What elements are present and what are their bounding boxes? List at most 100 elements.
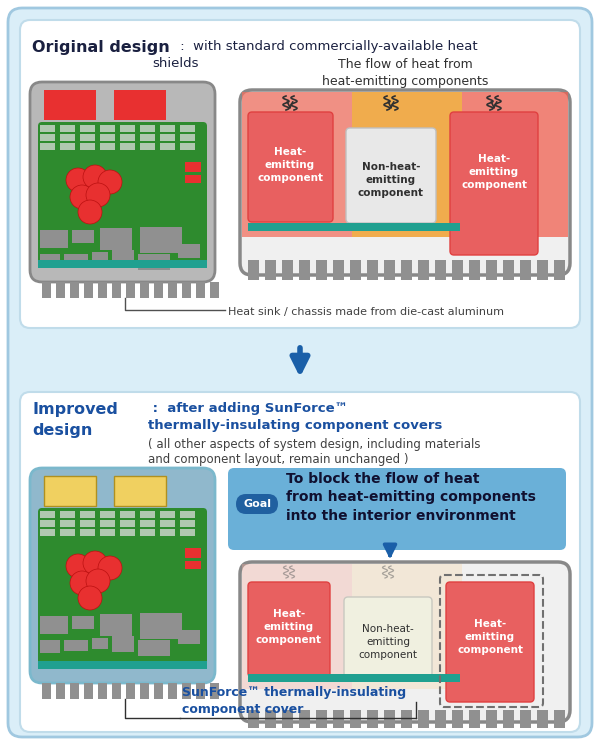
FancyBboxPatch shape [248, 112, 333, 222]
Bar [114, 476, 166, 506]
Text: :  after adding SunForce™: : after adding SunForce™ [148, 402, 348, 415]
Bar [486, 260, 497, 280]
Bar [100, 228, 132, 250]
Bar [554, 260, 565, 280]
Bar [185, 561, 201, 569]
Bar [140, 511, 155, 518]
Bar [114, 90, 166, 120]
FancyBboxPatch shape [30, 468, 215, 683]
Circle shape [70, 185, 94, 209]
Bar [384, 260, 395, 280]
Bar [44, 90, 96, 120]
Bar [40, 125, 55, 132]
Bar [138, 254, 170, 270]
Circle shape [86, 183, 110, 207]
Bar [60, 520, 75, 527]
Bar [180, 143, 195, 150]
Bar [452, 710, 463, 728]
Bar [160, 511, 175, 518]
Bar [401, 260, 412, 280]
Bar [80, 125, 95, 132]
Bar [120, 520, 135, 527]
Bar [160, 143, 175, 150]
Bar [367, 260, 378, 280]
Bar [40, 254, 60, 267]
Bar [100, 511, 115, 518]
FancyBboxPatch shape [30, 82, 215, 282]
FancyBboxPatch shape [236, 494, 278, 514]
Circle shape [98, 556, 122, 580]
FancyBboxPatch shape [38, 508, 207, 668]
Text: Heat-
emitting
component: Heat- emitting component [256, 609, 322, 645]
Bar [70, 683, 79, 699]
Bar [180, 511, 195, 518]
Text: :  with standard commercially-available heat: : with standard commercially-available h… [176, 40, 478, 53]
Circle shape [86, 569, 110, 593]
Bar [126, 282, 135, 298]
Bar [112, 250, 134, 266]
Bar [160, 520, 175, 527]
Bar [537, 260, 548, 280]
Bar [64, 254, 88, 265]
FancyBboxPatch shape [450, 112, 538, 255]
Bar [140, 125, 155, 132]
FancyBboxPatch shape [240, 562, 570, 722]
Bar [160, 134, 175, 141]
FancyBboxPatch shape [446, 582, 534, 702]
Bar [418, 260, 429, 280]
Bar [367, 710, 378, 728]
Bar [100, 134, 115, 141]
Bar [248, 710, 259, 728]
Bar [316, 260, 327, 280]
Bar [140, 520, 155, 527]
Bar [40, 520, 55, 527]
Bar [80, 529, 95, 536]
Bar [72, 230, 94, 243]
Bar [100, 143, 115, 150]
Bar [210, 282, 219, 298]
FancyBboxPatch shape [228, 468, 566, 550]
Bar [112, 282, 121, 298]
Bar [40, 529, 55, 536]
Text: Heat-
emitting
component: Heat- emitting component [257, 148, 323, 183]
Text: and component layout, remain unchanged ): and component layout, remain unchanged ) [148, 453, 409, 466]
Circle shape [83, 165, 107, 189]
FancyBboxPatch shape [38, 122, 207, 267]
Bar [180, 134, 195, 141]
Bar [554, 710, 565, 728]
Bar [469, 260, 480, 280]
Bar [60, 143, 75, 150]
Bar [248, 223, 460, 231]
Bar [80, 520, 95, 527]
Bar [40, 143, 55, 150]
Text: Heat-
emitting
component: Heat- emitting component [457, 619, 523, 655]
Bar [210, 683, 219, 699]
Bar [282, 260, 293, 280]
Bar [350, 260, 361, 280]
Bar [38, 661, 207, 669]
Text: thermally-insulating component covers: thermally-insulating component covers [148, 419, 442, 432]
Circle shape [70, 571, 94, 595]
Bar [80, 134, 95, 141]
Bar [352, 564, 462, 689]
Bar [333, 260, 344, 280]
Text: Non-heat-
emitting
component: Non-heat- emitting component [358, 162, 424, 198]
Bar [185, 175, 201, 183]
Bar [462, 92, 568, 237]
Bar [70, 282, 79, 298]
Bar [435, 710, 446, 728]
Bar [154, 282, 163, 298]
Bar [242, 564, 352, 689]
Bar [40, 640, 60, 653]
Bar [140, 227, 182, 253]
Bar [80, 143, 95, 150]
Bar [196, 683, 205, 699]
Bar [265, 260, 276, 280]
Bar [112, 683, 121, 699]
Bar [120, 143, 135, 150]
Bar [180, 125, 195, 132]
Bar [503, 260, 514, 280]
FancyBboxPatch shape [8, 8, 592, 737]
Bar [316, 710, 327, 728]
Bar [84, 282, 93, 298]
